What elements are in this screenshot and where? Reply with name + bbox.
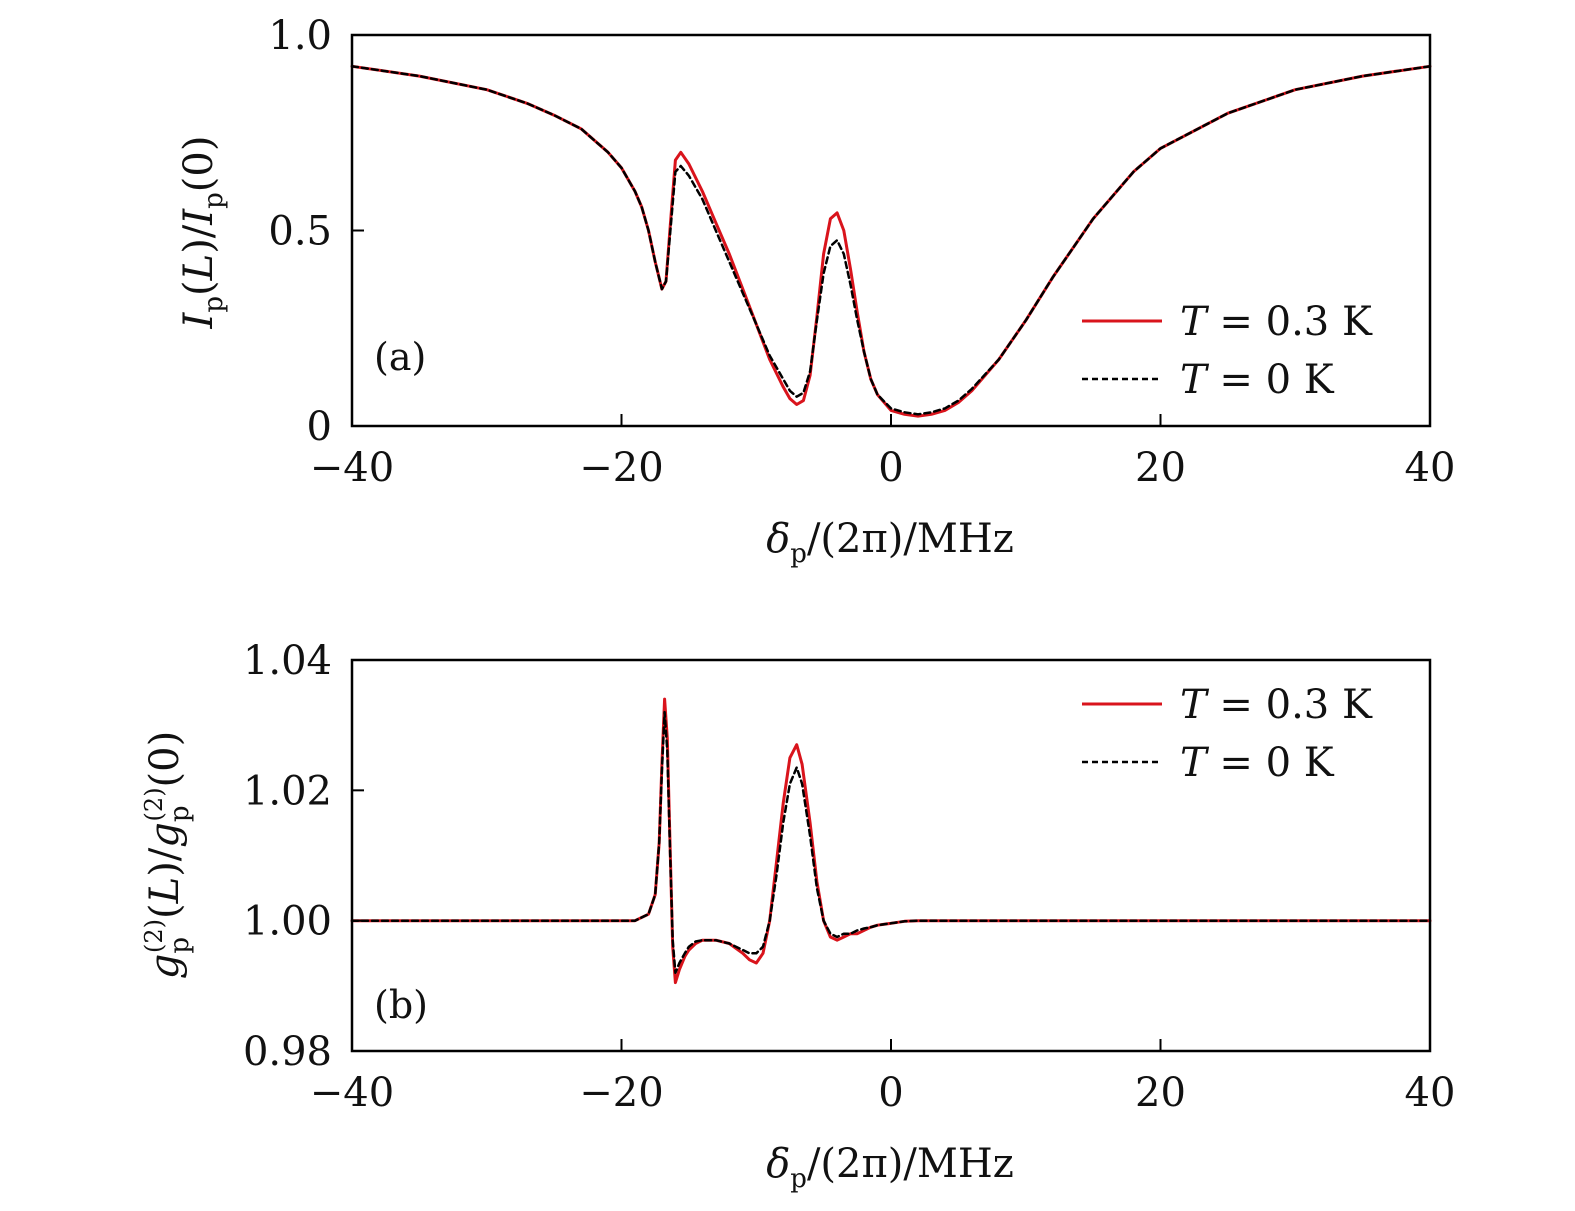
series-line-cold xyxy=(350,710,1432,975)
panel-a-frame xyxy=(350,33,1432,428)
y-tick-label: 0 xyxy=(307,404,332,450)
x-tick-label: −40 xyxy=(310,445,394,491)
svg-text:δp/(2π)/MHz: δp/(2π)/MHz xyxy=(766,1141,1014,1194)
y-tick-label: 1.02 xyxy=(243,768,332,814)
panel-a-plot-layer: −40 −20 0 20 40 0 0.5 1.0 xyxy=(268,13,1455,491)
y-tick-label: 0.5 xyxy=(268,209,332,255)
x-tick-label: 40 xyxy=(1405,445,1456,491)
legend-label-cold: T = 0 K xyxy=(1180,357,1335,403)
series-line-cold xyxy=(350,65,1432,416)
svg-text:gp(2)(L)/gp(2)(0): gp(2)(L)/gp(2)(0) xyxy=(140,731,195,979)
legend-label-hot: T = 0.3 K xyxy=(1180,299,1373,345)
x-tick-label: 0 xyxy=(878,1070,903,1116)
svg-text:Ip(L)/Ip(0): Ip(L)/Ip(0) xyxy=(176,136,229,330)
panel-b-frame xyxy=(350,658,1432,1053)
panel-a-legend: T = 0.3 K T = 0 K xyxy=(1082,299,1373,403)
legend-label-hot: T = 0.3 K xyxy=(1180,682,1373,728)
y-tick-label: 0.98 xyxy=(243,1029,332,1075)
x-tick-label: 20 xyxy=(1135,1070,1186,1116)
panel-b-xlabel: δp/(2π)/MHz xyxy=(766,1141,1014,1194)
y-tick-label: 1.00 xyxy=(243,899,332,945)
x-tick-label: 20 xyxy=(1135,445,1186,491)
legend-label-cold: T = 0 K xyxy=(1180,740,1335,786)
panel-b-legend: T = 0.3 K T = 0 K xyxy=(1082,682,1373,786)
svg-text:δp/(2π)/MHz: δp/(2π)/MHz xyxy=(766,516,1014,569)
x-tick-label: 0 xyxy=(878,445,903,491)
panel-b-label: (b) xyxy=(374,983,428,1027)
x-tick-label: −20 xyxy=(579,445,663,491)
x-tick-label: −40 xyxy=(310,1070,394,1116)
panel-a: −40 −20 0 20 40 0 0.5 1.0 (a) Ip(L)/Ip(0) δp/(2… xyxy=(176,13,1455,569)
panel-a-xlabel: δp/(2π)/MHz xyxy=(766,516,1014,569)
panel-a-ylabel: Ip(L)/Ip(0) xyxy=(176,136,229,330)
x-tick-label: 40 xyxy=(1405,1070,1456,1116)
panel-b-ylabel: gp(2)(L)/gp(2)(0) xyxy=(140,731,195,979)
panel-b: −40 −20 0 20 40 0.98 1.00 1.02 1.04 (b) gp(2)(L)… xyxy=(140,638,1455,1194)
y-tick-label: 1.0 xyxy=(268,13,332,59)
x-tick-label: −20 xyxy=(579,1070,663,1116)
panel-a-label: (a) xyxy=(374,335,426,379)
y-tick-label: 1.04 xyxy=(243,638,332,684)
panel-b-plot-layer: −40 −20 0 20 40 0.98 1.00 1.02 1.04 xyxy=(243,638,1456,1116)
